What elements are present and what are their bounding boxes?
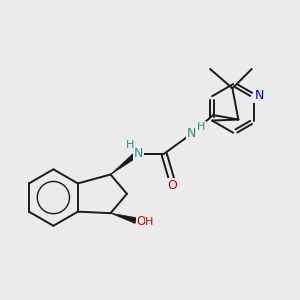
Text: H: H: [197, 122, 206, 132]
Text: O: O: [136, 215, 146, 228]
Text: H: H: [145, 218, 154, 227]
Text: N: N: [254, 89, 264, 102]
Text: O: O: [168, 179, 178, 192]
Text: H: H: [126, 140, 134, 150]
Polygon shape: [111, 152, 139, 175]
Text: N: N: [187, 127, 196, 140]
Text: N: N: [134, 147, 143, 160]
Polygon shape: [111, 213, 137, 224]
